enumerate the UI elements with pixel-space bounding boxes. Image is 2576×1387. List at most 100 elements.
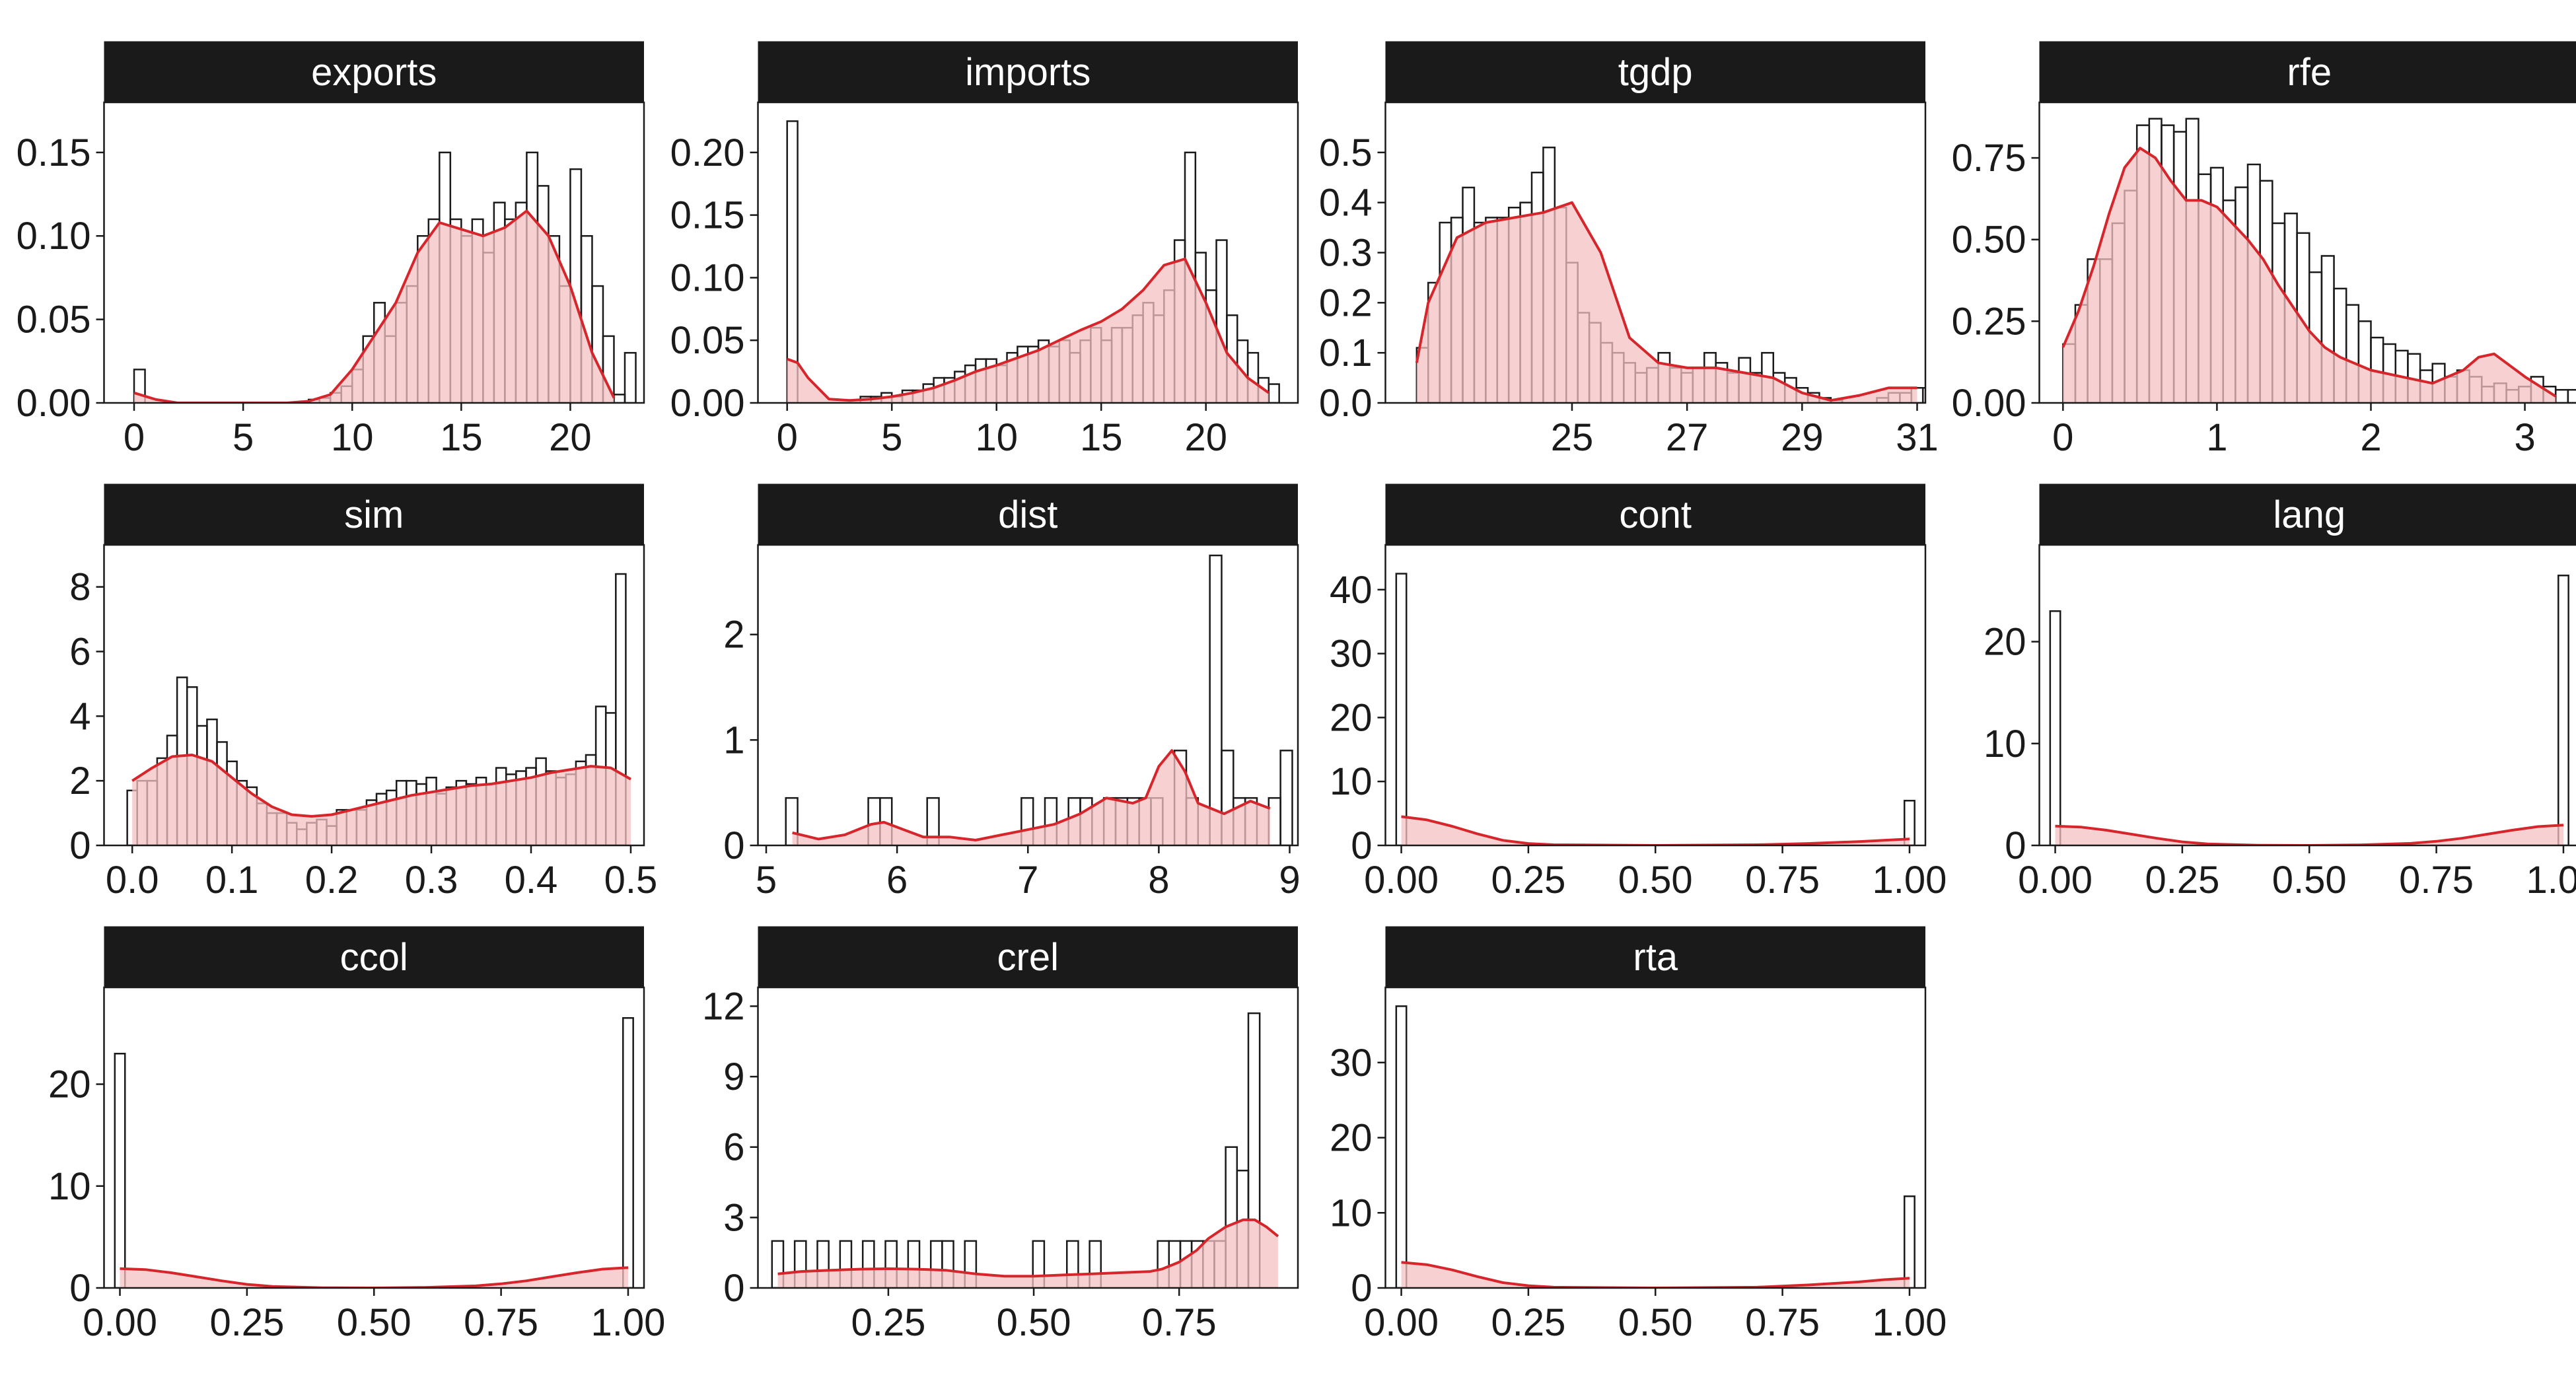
histogram-bar bbox=[2558, 575, 2569, 845]
y-tick-label: 30 bbox=[1330, 1042, 1373, 1085]
facet-panel-rfe: rfe 0.00 0.25 0.50 0.75 0 1 2 3 bbox=[1952, 41, 2576, 459]
facet-strip bbox=[758, 926, 1298, 987]
x-tick-label: 0.3 bbox=[405, 859, 458, 902]
x-tick-label: 7 bbox=[1017, 859, 1038, 902]
facet-title: dist bbox=[998, 493, 1057, 536]
y-tick-label: 0.15 bbox=[670, 194, 745, 237]
histogram-bar bbox=[1089, 1240, 1102, 1288]
x-tick-label: 1.00 bbox=[1873, 1301, 1947, 1344]
histogram-bar bbox=[861, 1240, 875, 1288]
panel-border bbox=[1384, 544, 1927, 847]
facet-title: imports bbox=[965, 51, 1091, 94]
x-tick-label: 31 bbox=[1896, 416, 1939, 459]
y-tick-label: 12 bbox=[702, 985, 745, 1028]
histogram-bar bbox=[1268, 383, 1280, 403]
histogram-bar bbox=[2554, 388, 2569, 403]
histogram-bar bbox=[1395, 573, 1408, 845]
x-tick-label: 0.25 bbox=[209, 1301, 284, 1344]
y-tick-label: 0 bbox=[723, 1267, 744, 1310]
x-tick-label: 5 bbox=[233, 416, 254, 459]
facet-strip bbox=[1385, 926, 1925, 987]
facet-panel-ccol: ccol 0 10 20 0.00 0.25 0.50 0.75 1.00 bbox=[48, 926, 666, 1344]
y-tick-label: 0 bbox=[1351, 1267, 1372, 1310]
density-area bbox=[120, 1267, 628, 1288]
x-tick-label: 0.25 bbox=[2145, 859, 2219, 902]
histogram-bar bbox=[1935, 383, 1946, 403]
facet-strip bbox=[758, 483, 1298, 545]
facet-title: rta bbox=[1633, 936, 1678, 979]
x-tick-label: 0.25 bbox=[1491, 859, 1565, 902]
density-area bbox=[2063, 148, 2556, 403]
histogram-bar bbox=[602, 335, 615, 403]
y-tick-label: 0 bbox=[69, 1267, 90, 1310]
histogram-bar bbox=[884, 1240, 898, 1288]
y-tick-label: 0.4 bbox=[1319, 182, 1373, 225]
y-tick-label: 0.10 bbox=[17, 215, 91, 258]
x-tick-label: 9 bbox=[1279, 859, 1300, 902]
x-tick-label: 1.00 bbox=[591, 1301, 666, 1344]
y-tick-label: 0.1 bbox=[1319, 332, 1373, 374]
density-curve bbox=[792, 749, 1271, 841]
density-curve bbox=[1415, 201, 1917, 402]
x-tick-label: 0.2 bbox=[305, 859, 359, 902]
y-tick-label: 9 bbox=[723, 1055, 744, 1098]
panel-border bbox=[2038, 544, 2576, 847]
density-curve bbox=[2055, 824, 2564, 845]
histogram-bar bbox=[907, 1240, 921, 1288]
histogram-bar bbox=[816, 1240, 830, 1288]
y-tick-label: 0.10 bbox=[670, 256, 745, 299]
density-curve bbox=[2061, 147, 2557, 398]
density-curve bbox=[133, 209, 616, 403]
histogram-bar bbox=[613, 394, 626, 403]
x-tick-label: 2 bbox=[2360, 416, 2381, 459]
x-tick-label: 0.0 bbox=[106, 859, 159, 902]
histogram-bar bbox=[1921, 387, 1925, 403]
x-tick-label: 0.50 bbox=[1618, 859, 1693, 902]
y-tick-label: 0.0 bbox=[1319, 382, 1373, 425]
panel-border bbox=[1384, 986, 1927, 1289]
x-tick-label: 0.50 bbox=[2272, 859, 2347, 902]
histogram-bar bbox=[2049, 610, 2061, 845]
histogram-bar bbox=[786, 120, 799, 403]
facet-title: tgdp bbox=[1618, 51, 1693, 94]
y-tick-label: 2 bbox=[69, 760, 90, 802]
density-curve bbox=[1401, 815, 1910, 845]
y-tick-label: 30 bbox=[1330, 633, 1373, 676]
x-tick-label: 5 bbox=[881, 416, 902, 459]
facet-title: lang bbox=[2273, 493, 2345, 536]
histogram-bar bbox=[615, 573, 627, 845]
histogram-bar bbox=[1279, 750, 1293, 845]
x-tick-label: 0.75 bbox=[2399, 859, 2474, 902]
x-tick-label: 15 bbox=[1080, 416, 1123, 459]
y-tick-label: 2 bbox=[723, 614, 744, 657]
y-tick-label: 0.00 bbox=[670, 382, 745, 425]
facet-strip bbox=[1385, 483, 1925, 545]
y-tick-label: 6 bbox=[723, 1126, 744, 1169]
y-tick-label: 0.50 bbox=[1952, 219, 2026, 262]
x-tick-label: 6 bbox=[886, 859, 908, 902]
y-tick-label: 0.25 bbox=[1952, 300, 2026, 343]
x-tick-label: 0 bbox=[2052, 416, 2073, 459]
y-tick-label: 6 bbox=[69, 630, 90, 673]
facet-strip bbox=[758, 41, 1298, 102]
y-tick-label: 0.15 bbox=[17, 131, 91, 174]
histogram-bar bbox=[2567, 388, 2576, 403]
x-tick-label: 0.00 bbox=[1364, 1301, 1439, 1344]
facet-panel-crel: crel 0 3 6 9 12 0.25 0.50 0.75 bbox=[702, 926, 1299, 1344]
facet-title: cont bbox=[1619, 493, 1692, 536]
facet-title: exports bbox=[311, 51, 437, 94]
y-tick-label: 0.75 bbox=[1952, 137, 2026, 180]
y-tick-label: 0 bbox=[723, 824, 744, 867]
density-curve bbox=[787, 258, 1270, 402]
facet-panel-rta: rta 0 10 20 30 0.00 0.25 0.50 0.75 1.00 bbox=[1330, 926, 1947, 1344]
density-area bbox=[1401, 1262, 1910, 1288]
x-tick-label: 1.00 bbox=[2526, 859, 2576, 902]
x-tick-label: 0.75 bbox=[1745, 1301, 1820, 1344]
y-tick-label: 3 bbox=[723, 1196, 744, 1239]
x-tick-label: 0.1 bbox=[205, 859, 259, 902]
histogram-bar bbox=[1032, 1240, 1046, 1288]
x-tick-label: 15 bbox=[440, 416, 483, 459]
y-tick-label: 10 bbox=[1330, 1191, 1373, 1234]
panel-border bbox=[757, 986, 1299, 1289]
